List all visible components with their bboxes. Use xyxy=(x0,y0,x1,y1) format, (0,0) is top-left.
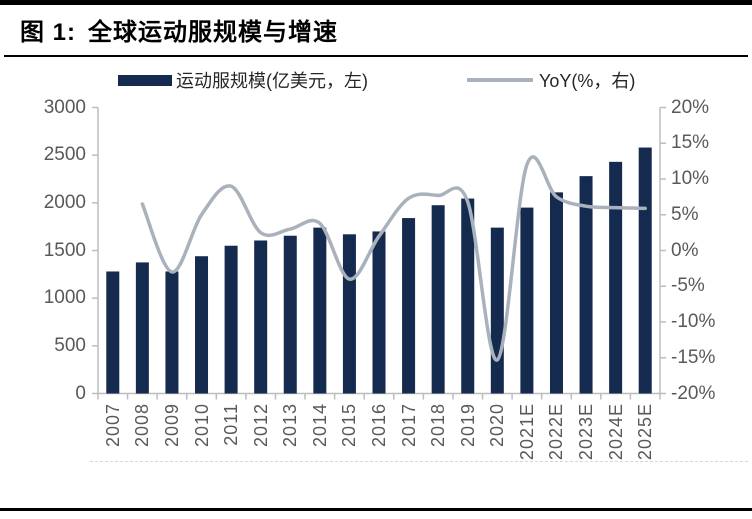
y-axis-left-label: 0 xyxy=(75,382,86,404)
x-axis-label-2018: 2018 xyxy=(428,403,449,448)
x-axis-label-2015: 2015 xyxy=(339,403,360,448)
bar-2007 xyxy=(106,271,120,394)
x-axis-label-2023E: 2023E xyxy=(576,403,597,461)
x-axis-label-2025E: 2025E xyxy=(635,403,656,461)
x-axis-label-2007: 2007 xyxy=(102,403,123,448)
y-axis-right-label: 5% xyxy=(671,203,699,225)
bar-2025E xyxy=(638,147,652,394)
bar-2010 xyxy=(195,256,209,394)
bar-2017 xyxy=(402,218,416,394)
legend-line-swatch xyxy=(467,78,533,82)
x-axis-label-2019: 2019 xyxy=(457,403,478,448)
y-axis-left-label: 1500 xyxy=(43,239,86,261)
x-axis-label-2013: 2013 xyxy=(280,403,301,448)
x-axis-label-2022E: 2022E xyxy=(546,403,567,461)
x-axis-label-2014: 2014 xyxy=(309,403,330,448)
x-axis-label-2009: 2009 xyxy=(161,403,182,448)
legend-size-label: 运动服规模(亿美元，左) xyxy=(176,71,368,91)
bar-2014 xyxy=(313,227,327,394)
bottom-rule xyxy=(0,508,752,511)
x-axis-label-2011: 2011 xyxy=(221,403,242,446)
x-axis-label-2021E: 2021E xyxy=(516,403,537,461)
bar-2011 xyxy=(224,245,238,394)
legend-bar-swatch xyxy=(118,74,172,86)
y-axis-right-label: -15% xyxy=(671,346,716,368)
bar-2022E xyxy=(549,192,563,394)
bar-2023E xyxy=(579,176,593,394)
title-rule xyxy=(4,55,748,57)
top-rule xyxy=(0,0,752,5)
y-axis-right-label: -10% xyxy=(671,311,716,332)
y-axis-right-label: -20% xyxy=(671,382,716,404)
figure-number-label: 图 1: xyxy=(20,19,77,46)
x-axis-label-2017: 2017 xyxy=(398,403,419,448)
bar-2024E xyxy=(609,161,623,394)
x-axis-label-2016: 2016 xyxy=(369,403,389,448)
bar-2018 xyxy=(431,205,445,394)
legend-item-yoy: YoY(%，右) xyxy=(467,70,636,91)
y-axis-right-label: 10% xyxy=(671,168,710,189)
x-axis-label-2012: 2012 xyxy=(250,403,271,448)
y-axis-left-label: 500 xyxy=(54,334,86,356)
y-axis-right-label: -5% xyxy=(671,275,705,297)
y-axis-left-label: 1000 xyxy=(43,287,86,309)
y-axis-left-label: 2000 xyxy=(43,191,86,213)
bar-2019 xyxy=(461,198,475,394)
y-axis-right-label: 0% xyxy=(671,239,699,261)
x-axis-label-2024E: 2024E xyxy=(605,403,626,461)
bar-2009 xyxy=(165,271,179,394)
bar-2008 xyxy=(135,262,149,394)
x-axis-label-2008: 2008 xyxy=(132,403,153,448)
legend-item-size: 运动服规模(亿美元，左) xyxy=(118,70,368,91)
bar-2016 xyxy=(372,231,386,394)
bar-2020 xyxy=(490,227,504,394)
y-axis-right-label: 20% xyxy=(671,96,710,118)
legend-yoy-label: YoY(%，右) xyxy=(539,71,636,91)
bar-2012 xyxy=(254,240,268,394)
x-axis-label-2010: 2010 xyxy=(191,403,212,448)
figure-title-row: 图 1: 全球运动服规模与增速 xyxy=(20,12,338,47)
bar-2013 xyxy=(283,235,297,394)
y-axis-left-label: 2500 xyxy=(43,144,86,166)
x-axis-label-2020: 2020 xyxy=(487,403,508,448)
yoy-line xyxy=(140,155,647,362)
y-axis-right-label: 15% xyxy=(671,132,710,154)
bar-2021E xyxy=(520,207,534,394)
chart-frame-bottom-border xyxy=(90,461,748,462)
y-axis-left-label: 3000 xyxy=(43,96,86,118)
figure-title: 全球运动服规模与增速 xyxy=(88,19,339,46)
bar-2015 xyxy=(342,234,356,394)
